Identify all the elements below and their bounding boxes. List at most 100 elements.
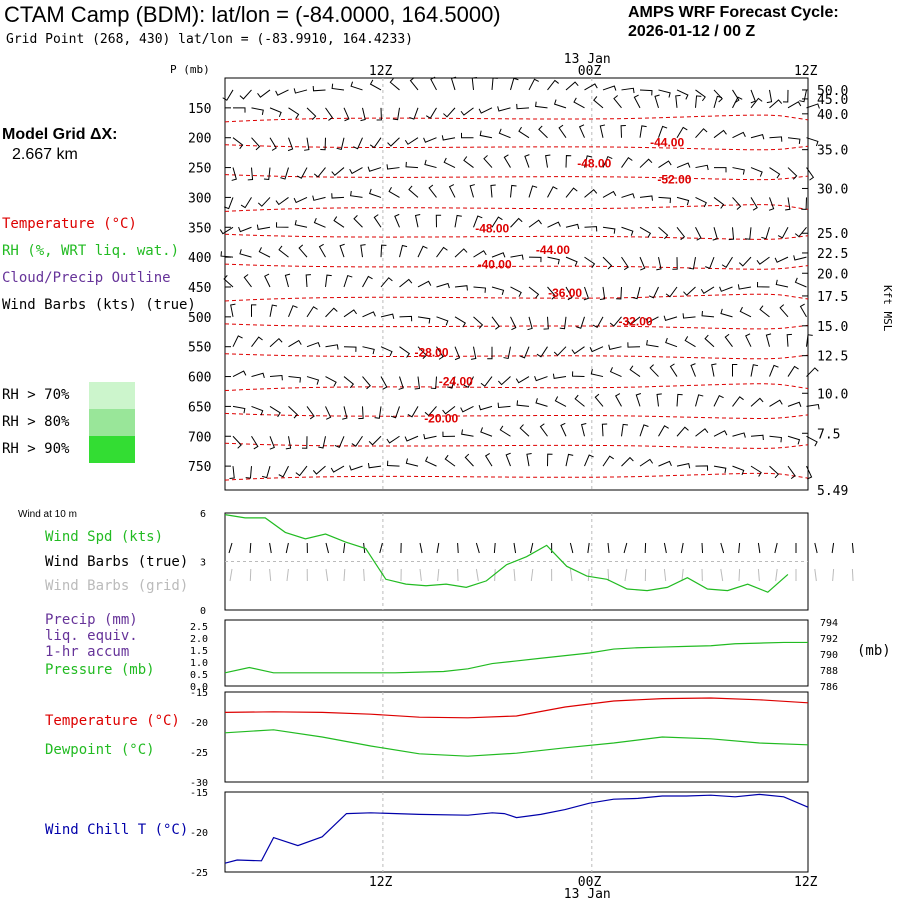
wind-barb [787, 465, 796, 480]
wind-barb [713, 95, 723, 108]
wind-barb [454, 248, 468, 258]
top-date-label: 13 Jan [564, 52, 611, 67]
wind-barb [390, 406, 400, 419]
wind-barb [584, 155, 592, 168]
wind-barb [251, 107, 264, 115]
wind-barb [232, 405, 246, 414]
wind-barb [621, 423, 628, 437]
page-title: CTAM Camp (BDM): lat/lon = (-84.0000, 16… [4, 2, 501, 27]
wind-barb [257, 89, 271, 98]
wind-barb-true [475, 542, 480, 554]
wind-barb [639, 424, 649, 437]
wind-barb [535, 398, 548, 407]
wind-barb [230, 303, 236, 317]
wind-barb [287, 137, 294, 152]
wind-barb [288, 305, 298, 318]
wind-barb-grid [738, 568, 741, 582]
wind-barb [639, 226, 652, 238]
wind-barb [269, 107, 282, 117]
wind-barb [295, 465, 308, 477]
wind-barb [676, 89, 689, 100]
wind-barb [543, 316, 549, 330]
label-dewpoint: Dewpoint (°C) [45, 742, 155, 758]
pressure-tick-label: 750 [188, 460, 211, 475]
wind-barb [547, 186, 558, 198]
wind-barb [353, 137, 363, 150]
wind-barb [325, 107, 334, 121]
wind-barb [787, 167, 798, 180]
wind-barb [769, 399, 783, 407]
wind-barb [483, 155, 493, 168]
wind-barb [245, 466, 252, 479]
wind-barb [333, 216, 345, 228]
wind-barb [320, 137, 326, 151]
forecast-cycle-label: AMPS WRF Forecast Cycle: [628, 4, 839, 21]
wind-barb [553, 346, 567, 357]
pressure-tick-label: 790 [820, 650, 838, 661]
wind-barb [528, 78, 539, 91]
wind-barb [775, 279, 789, 288]
wind-speed-line [224, 514, 789, 593]
wind-barb [705, 256, 715, 269]
wind-barb [594, 393, 604, 407]
label-wind-chill: Wind Chill T (°C) [45, 822, 189, 838]
wind-barb [499, 425, 511, 437]
wind-barb [369, 137, 382, 149]
wind-barb [713, 394, 724, 407]
wind-barb [442, 431, 456, 437]
wind-barb-grid [269, 568, 272, 582]
wind-barb-true [851, 542, 854, 554]
isotherm-line [224, 263, 809, 270]
altitude-tick-label: 40.0 [817, 108, 848, 123]
wind-barb [425, 107, 437, 119]
wind-barb [565, 453, 574, 467]
wind-barb-grid [569, 568, 573, 582]
isotherm-label: -52.00 [657, 173, 691, 187]
wind-barb [676, 426, 689, 437]
wind-barb [676, 196, 690, 206]
label-precip-accum: 1-hr accum [45, 644, 130, 660]
wind-barb [280, 167, 289, 180]
wind-barb [312, 195, 326, 201]
wind-barb [713, 197, 725, 209]
wind-speed-tick-label: 3 [200, 558, 206, 569]
wind-barb [777, 227, 789, 239]
wind-barb [528, 256, 542, 263]
wind-barb [503, 346, 511, 360]
wind-barb [275, 197, 289, 206]
wind-chill-line [224, 793, 809, 864]
wind-barb [745, 333, 752, 347]
wind-barb [503, 154, 511, 168]
wind-barb [313, 167, 326, 178]
wind-chill-tick-label: -20 [190, 828, 208, 839]
wind-barb [695, 95, 702, 108]
altitude-tick-label: 17.5 [817, 290, 848, 305]
pressure-unit: (mb) [857, 643, 891, 659]
wind-barb [269, 436, 275, 450]
wind-barb [713, 129, 727, 139]
wind-barb [769, 364, 779, 377]
wind-barb-grid [286, 568, 289, 582]
wind-barb [399, 315, 413, 322]
wind-barb [574, 394, 585, 407]
wind-barb [491, 316, 500, 330]
wind-barb [584, 83, 598, 91]
wind-barb [732, 131, 746, 139]
wind-barb [774, 256, 789, 263]
wind-barb [724, 333, 733, 347]
wind-barb [325, 344, 339, 350]
label-wind-barbs-true: Wind Barbs (true) [45, 554, 189, 570]
isotherm-label: -28.00 [414, 346, 448, 360]
wind-barb [806, 367, 819, 377]
wind-barb [258, 247, 271, 258]
wind-barb [257, 197, 271, 207]
wind-barb [524, 154, 530, 168]
wind-barb [629, 365, 641, 377]
wind-barb-true [701, 542, 704, 554]
wind-barb [665, 337, 678, 348]
wind-barb [565, 223, 580, 230]
wind-barb-true [343, 542, 346, 554]
wind-barb [713, 89, 723, 103]
wind-barb [360, 244, 366, 258]
wind-barb [695, 128, 708, 139]
